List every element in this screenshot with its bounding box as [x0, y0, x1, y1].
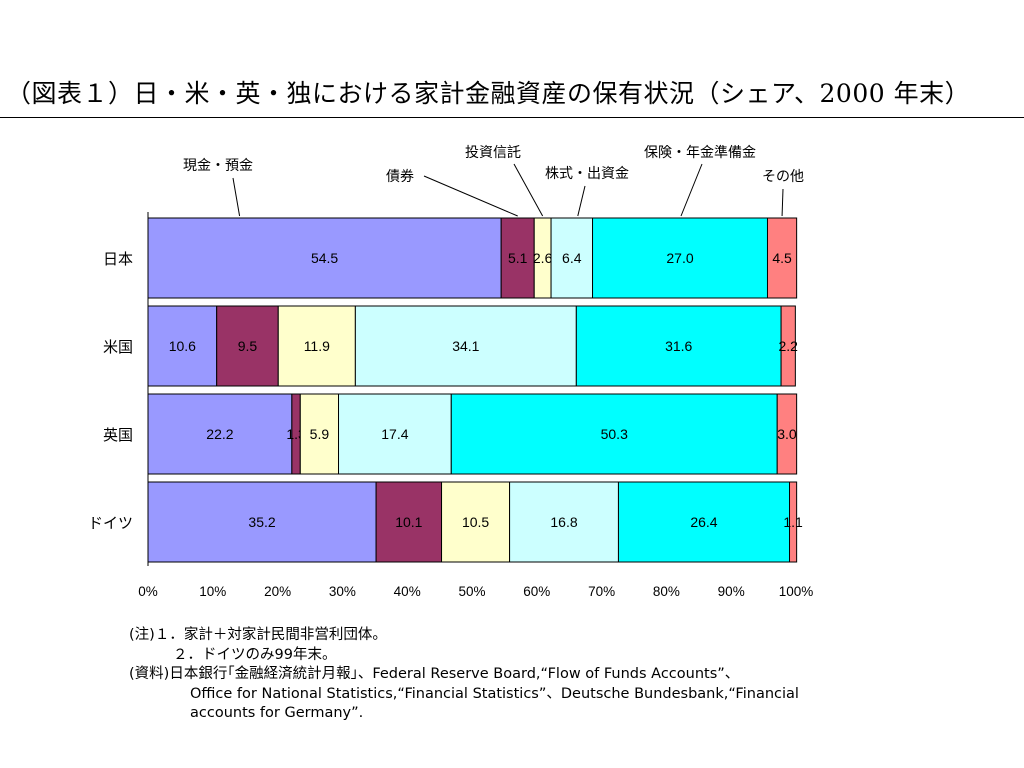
- data-label-japan-other: 4.5: [772, 250, 792, 266]
- data-label-germany-bonds: 10.1: [395, 514, 422, 530]
- x-tick-label: 10%: [199, 584, 226, 599]
- callout-line-equities: [577, 185, 586, 217]
- bar-uk-investment-trusts: [299, 393, 340, 475]
- callout-line-other: [781, 188, 784, 217]
- data-label-germany-cash-deposits: 35.2: [248, 514, 275, 530]
- bar-uk-other: [776, 393, 798, 475]
- data-label-uk-equities: 17.4: [381, 426, 408, 442]
- x-tick-label: 0%: [138, 584, 158, 599]
- data-label-japan-cash-deposits: 54.5: [311, 250, 338, 266]
- category-label-uk: 英国: [103, 426, 133, 444]
- data-label-us-cash-deposits: 10.6: [169, 338, 196, 354]
- data-label-germany-insurance-pension: 26.4: [690, 514, 717, 530]
- data-label-us-other: 2.2: [778, 338, 798, 354]
- bar-germany-cash-deposits: [147, 481, 377, 563]
- callout-line-bonds: [423, 175, 518, 217]
- x-tick-label: 100%: [779, 584, 814, 599]
- bar-uk-cash-deposits: [147, 393, 293, 475]
- x-tick-label: 20%: [264, 584, 291, 599]
- source-line-1: (資料)日本銀行｢金融経済統計月報｣、Federal Reserve Board…: [129, 666, 740, 682]
- data-label-japan-bonds: 5.1: [508, 250, 528, 266]
- bar-japan-other: [766, 217, 798, 299]
- bar-us-cash-deposits: [147, 305, 218, 387]
- bars-layer: 54.5 5.1 2.6 6.4 27.0 4.5 10.6 9.5 11.9 34.1 31.6 2…: [147, 217, 803, 563]
- bar-uk-equities: [338, 393, 452, 475]
- x-tick-label: 30%: [329, 584, 356, 599]
- note-line-2: ２．ドイツのみ99年末。: [173, 646, 337, 663]
- data-label-japan-investment-trusts: 2.6: [533, 250, 553, 266]
- category-label-us: 米国: [103, 339, 133, 356]
- legend-label-insurance-pension: 保険・年金準備金: [644, 144, 756, 160]
- x-tick-label: 50%: [458, 584, 485, 599]
- x-axis: 0% 10% 20% 30% 40% 50% 60% 70% 80% 90% 100%: [138, 584, 813, 599]
- bar-us-other: [780, 305, 796, 387]
- x-tick-label: 70%: [588, 584, 615, 599]
- legend-label-other: その他: [762, 168, 804, 184]
- data-label-uk-investment-trusts: 5.9: [310, 426, 330, 442]
- x-tick-label: 80%: [653, 584, 680, 599]
- data-label-us-bonds: 9.5: [238, 338, 258, 354]
- data-label-germany-other: 1.1: [783, 514, 803, 530]
- footnotes: (注)１．家計＋対家計民間非営利団体。 ２．ドイツのみ99年末。 (資料)日本銀…: [129, 626, 799, 724]
- bar-us-equities: [354, 305, 577, 387]
- x-tick-label: 40%: [394, 584, 421, 599]
- title-underline: [0, 117, 1024, 118]
- data-label-germany-investment-trusts: 10.5: [462, 514, 489, 530]
- category-label-germany: ドイツ: [88, 515, 133, 532]
- callout-line-investment-trusts: [513, 163, 544, 217]
- category-label-japan: 日本: [103, 251, 133, 268]
- x-tick-label: 60%: [523, 584, 550, 599]
- data-label-us-insurance-pension: 31.6: [665, 338, 692, 354]
- source-line-2: Office for National Statistics,“Financia…: [190, 685, 799, 702]
- data-label-uk-insurance-pension: 50.3: [601, 426, 628, 442]
- bar-germany-investment-trusts: [441, 481, 511, 563]
- legend-label-equities: 株式・出資金: [545, 165, 629, 181]
- bar-japan-cash-deposits: [147, 217, 502, 299]
- bar-germany-bonds: [375, 481, 443, 563]
- data-label-us-investment-trusts: 11.9: [304, 338, 330, 354]
- data-label-germany-equities: 16.8: [550, 514, 577, 530]
- data-label-us-equities: 34.1: [452, 338, 479, 354]
- callout-line-cash-deposits: [232, 177, 241, 217]
- bar-uk-insurance-pension: [450, 393, 778, 475]
- legend-label-investment-trusts: 投資信託: [465, 144, 521, 160]
- legend-label-bonds: 債券: [386, 168, 414, 184]
- bar-germany-other: [789, 481, 798, 563]
- bar-germany-insurance-pension: [617, 481, 791, 563]
- note-line-1: (注)１．家計＋対家計民間非営利団体。: [129, 627, 387, 643]
- callout-line-insurance-pension: [680, 163, 703, 217]
- x-tick-label: 90%: [718, 584, 745, 599]
- data-label-uk-other: 3.0: [777, 426, 797, 442]
- data-label-uk-cash-deposits: 22.2: [206, 426, 233, 442]
- bar-us-insurance-pension: [575, 305, 782, 387]
- data-label-japan-insurance-pension: 27.0: [666, 250, 693, 266]
- legend-label-cash-deposits: 現金・預金: [183, 157, 253, 173]
- bar-us-investment-trusts: [277, 305, 356, 387]
- bar-germany-equities: [509, 481, 619, 563]
- source-line-3: accounts for Germany”.: [190, 705, 364, 721]
- data-label-japan-equities: 6.4: [562, 250, 582, 266]
- page-title: （図表１）日・米・英・独における家計金融資産の保有状況（シェア、2000 年末）: [6, 79, 971, 108]
- bar-us-bonds: [216, 305, 279, 387]
